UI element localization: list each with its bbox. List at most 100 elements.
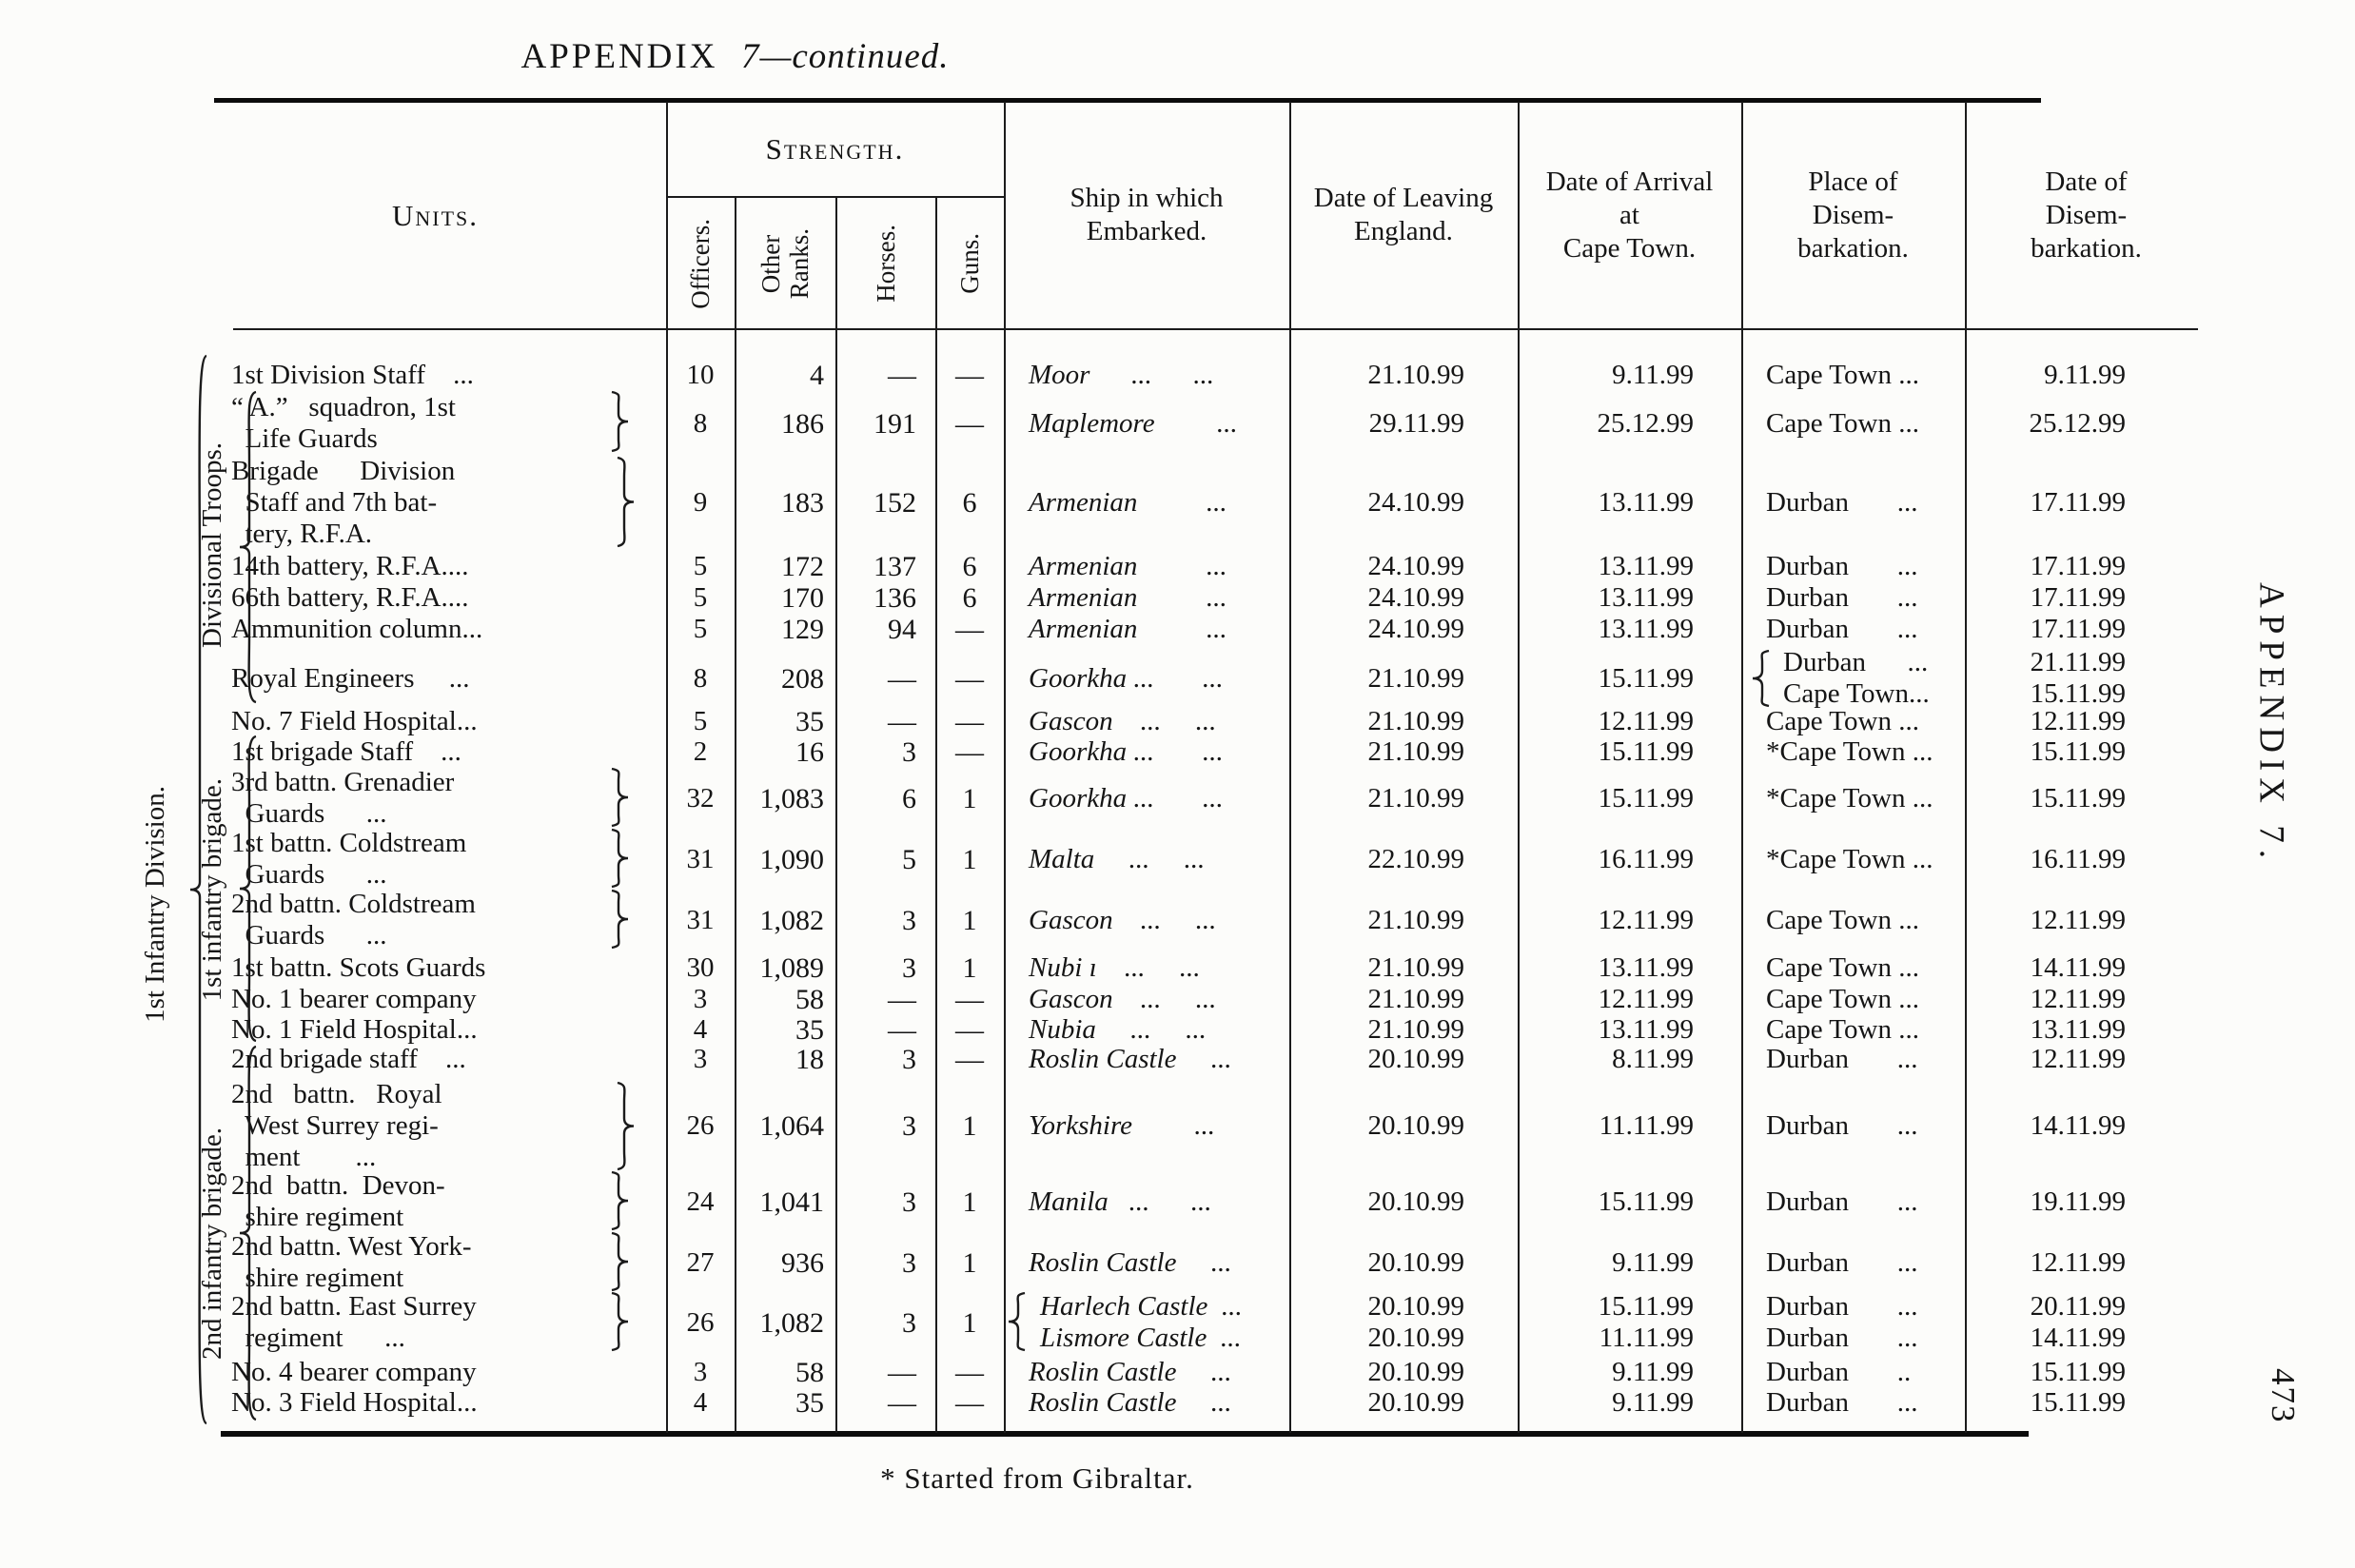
cell-date-disembarkation: 12.11.99	[1965, 905, 2208, 936]
cell-other-ranks: 58	[735, 984, 835, 1015]
cell-units: Royal Engineers ...	[147, 663, 666, 695]
column-header-ship: Ship in which Embarked.	[1070, 183, 1224, 246]
cell-date-leaving: 24.10.99	[1289, 614, 1518, 645]
cell-line: 1	[962, 1186, 977, 1218]
cell-date-leaving: 21.10.99	[1289, 952, 1518, 984]
cell-date-leaving: 21.10.99	[1289, 984, 1518, 1015]
cell-date-arrival: 13.11.99	[1518, 614, 1741, 645]
rule-under-strength	[666, 196, 1004, 198]
cell-other-ranks: 1,089	[735, 952, 835, 984]
cell-line: 137	[873, 551, 916, 582]
cell-other-ranks: 183	[735, 487, 835, 519]
cell-line: Royal Engineers ...	[231, 662, 470, 694]
cell-line: Lismore Castle ...	[1040, 1323, 1242, 1353]
cell-line: 24.10.99	[1367, 487, 1465, 518]
cell-date-disembarkation: 15.11.99	[1965, 1387, 2208, 1419]
table-row: 2nd battn. East Surrey regiment ... 26 1,0…	[147, 1291, 2208, 1354]
cell-line: Cape Town ...	[1766, 706, 1919, 736]
cell-guns: —	[935, 408, 1004, 440]
cell-line: Roslin Castle ...	[1029, 1246, 1232, 1278]
brace-unit	[611, 390, 629, 453]
cell-line: 17.11.99	[2030, 614, 2126, 644]
cell-line: 6	[902, 782, 916, 814]
cell-line: 20.10.99	[1367, 1110, 1465, 1141]
cell-line: No. 1 Field Hospital...	[231, 1014, 478, 1045]
cell-other-ranks: 35	[735, 706, 835, 737]
cell-ship: Harlech Castle ... Lismore Castle ...	[1004, 1291, 1289, 1354]
cell-line: 1	[962, 1306, 977, 1339]
brace-1st-infantry-brigade	[239, 735, 257, 1043]
brace-2nd-infantry-brigade	[239, 1045, 257, 1421]
cell-other-ranks: 18	[735, 1044, 835, 1075]
cell-horses: 94	[835, 614, 935, 645]
cell-horses: 3	[835, 1044, 935, 1075]
cell-date-disembarkation: 14.11.99	[1965, 952, 2208, 984]
cell-line: Durban ...	[1766, 487, 1918, 518]
cell-units: “ A.” squadron, 1st Life Guards	[147, 392, 666, 455]
cell-line: Guards ...	[231, 920, 387, 951]
cell-line: 21.10.99	[1367, 1014, 1465, 1045]
cell-guns: 1	[935, 783, 1004, 814]
cell-line: 3	[902, 1044, 916, 1075]
cell-line: —	[955, 1387, 984, 1419]
brace-unit	[611, 1170, 629, 1231]
cell-line: Durban ...	[1766, 1186, 1918, 1217]
cell-date-arrival: 15.11.99	[1518, 783, 1741, 814]
cell-line: 2nd battn. West York-	[231, 1231, 472, 1262]
cell-officers: 5	[666, 551, 735, 582]
cell-date-disembarkation: 12.11.99	[1965, 984, 2208, 1015]
cell-date-arrival: 13.11.99	[1518, 487, 1741, 519]
cell-units: 2nd battn. Devon- shire regiment	[147, 1170, 666, 1233]
cell-line: 186	[781, 407, 824, 440]
cell-line: —	[888, 662, 916, 695]
cell-date-arrival: 13.11.99	[1518, 1014, 1741, 1046]
table-row: No. 1 bearer company 3 58 — — Gascon ... ... 2…	[147, 984, 2208, 1015]
cell-guns: —	[935, 1014, 1004, 1046]
cell-line: 8	[693, 407, 708, 439]
cell-line: Cape Town ...	[1766, 984, 1919, 1014]
cell-line: 21.10.99	[1367, 736, 1465, 767]
cell-line: Brigade Division	[231, 456, 456, 486]
cell-ship: Nubi ı ... ...	[1004, 952, 1289, 984]
table-row: Brigade Division Staff and 7th bat- tery…	[147, 456, 2208, 550]
cell-line: Durban ...	[1766, 1110, 1918, 1141]
cell-place-disembarkation: Durban ...	[1741, 582, 1965, 614]
cell-line: Roslin Castle ...	[1029, 1044, 1232, 1074]
cell-horses: 137	[835, 551, 935, 582]
cell-line: 16.11.99	[1598, 843, 1694, 874]
divider-place-disembark	[1965, 102, 1967, 1433]
cell-other-ranks: 16	[735, 736, 835, 768]
column-header-horses: Horses.	[835, 198, 935, 329]
cell-line: 58	[795, 984, 824, 1015]
cell-line: 1st battn. Scots Guards	[231, 952, 486, 983]
brace-unit	[611, 828, 629, 889]
cell-line: Durban ...	[1766, 1387, 1918, 1418]
cell-place-disembarkation: *Cape Town ...	[1741, 844, 1965, 875]
cell-date-arrival: 15.11.99	[1518, 663, 1741, 695]
cell-line: Staff and 7th bat-	[231, 487, 438, 518]
cell-line: 15.11.99	[1598, 1186, 1694, 1217]
cell-guns: —	[935, 614, 1004, 645]
cell-guns: 1	[935, 905, 1004, 936]
cell-line: 20.11.99	[2030, 1291, 2126, 1322]
cell-guns: 1	[935, 1307, 1004, 1339]
cell-place-disembarkation: Durban ...	[1741, 1110, 1965, 1142]
cell-line: 20.10.99	[1367, 1357, 1465, 1387]
cell-date-leaving: 20.10.99	[1289, 1044, 1518, 1075]
cell-line: Moor ... ...	[1029, 360, 1214, 390]
cell-line: Harlech Castle ...	[1040, 1291, 1243, 1322]
cell-line: 12.11.99	[2030, 984, 2126, 1014]
cell-horses: 3	[835, 1110, 935, 1142]
cell-date-disembarkation: 17.11.99	[1965, 551, 2208, 582]
cell-date-disembarkation: 17.11.99	[1965, 487, 2208, 519]
cell-other-ranks: 4	[735, 360, 835, 391]
rule-bottom	[221, 1431, 2029, 1437]
cell-line: Goorkha ... ...	[1029, 782, 1224, 813]
cell-line: Armenian ...	[1029, 551, 1227, 581]
column-header-date-disembarkation: Date of Disem- barkation.	[2031, 166, 2142, 264]
cell-line: 21.10.99	[1367, 984, 1465, 1014]
cell-officers: 3	[666, 984, 735, 1015]
cell-line: 1,083	[759, 782, 825, 814]
cell-other-ranks: 1,083	[735, 783, 835, 814]
cell-date-disembarkation: 12.11.99	[1965, 1247, 2208, 1279]
